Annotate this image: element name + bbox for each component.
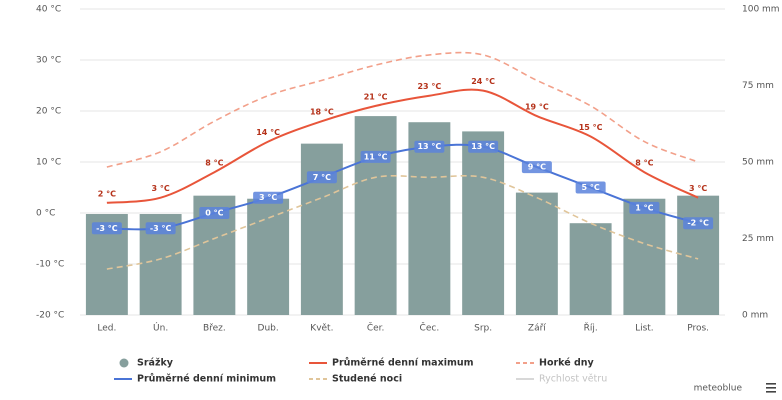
value-label-box	[468, 140, 499, 153]
x-tick-label: Říj.	[584, 323, 598, 334]
value-label: -2 °C	[687, 219, 709, 228]
line	[106, 51, 699, 168]
value-label-box	[145, 222, 176, 235]
value-label: 19 °C	[525, 103, 549, 112]
bar	[408, 122, 451, 315]
x-tick-label: List.	[635, 324, 654, 334]
bar	[462, 131, 505, 315]
value-label-box	[360, 150, 391, 163]
value-label: 13 °C	[417, 142, 441, 151]
legend-label: Studené noci	[332, 374, 402, 385]
y-tick-label: -20 °C	[36, 311, 64, 321]
x-tick-label: Květ.	[310, 324, 333, 334]
menu-bar	[766, 391, 776, 393]
y-tick-label: -10 °C	[36, 260, 64, 270]
bar	[247, 198, 290, 315]
x-tick-label: Čer.	[367, 322, 385, 334]
legend-marker	[119, 358, 129, 368]
value-label: 11 °C	[364, 152, 388, 161]
value-label-box	[629, 201, 660, 214]
value-label: 14 °C	[256, 128, 280, 137]
bar	[515, 192, 558, 315]
value-label: 3 °C	[259, 193, 277, 202]
value-label: 5 °C	[582, 183, 600, 192]
value-label: 13 °C	[471, 142, 495, 151]
y2-tick-label: 75 mm	[742, 81, 774, 91]
line	[106, 88, 699, 204]
menu-bar	[766, 383, 776, 385]
legend-label: Rychlost větru	[539, 374, 607, 385]
x-tick-label: Břez.	[203, 324, 226, 334]
value-label: 3 °C	[689, 184, 707, 193]
value-label: 3 °C	[152, 184, 170, 193]
x-tick-label: Ún.	[153, 322, 168, 334]
value-label: 0 °C	[205, 209, 223, 218]
bar	[569, 223, 612, 315]
legend-label: Srážky	[137, 358, 174, 369]
y2-tick-label: 100 mm	[742, 5, 780, 15]
x-tick-label: Srp.	[474, 324, 492, 334]
value-label-box	[91, 222, 122, 235]
value-label: 24 °C	[471, 77, 495, 86]
value-label-box	[575, 181, 606, 194]
value-label-box	[683, 217, 714, 230]
brand: meteoblue	[694, 384, 743, 394]
value-label: 18 °C	[310, 108, 334, 117]
value-label-box	[199, 207, 230, 219]
y-tick-label: 40 °C	[36, 5, 61, 15]
legend-label: Průměrné denní minimum	[137, 374, 276, 385]
value-label: -3 °C	[96, 224, 118, 233]
value-label: 8 °C	[205, 159, 223, 168]
value-label-box	[414, 140, 445, 153]
value-label: 15 °C	[579, 123, 603, 132]
x-tick-label: Pros.	[687, 324, 709, 334]
menu-icon[interactable]	[766, 383, 776, 393]
value-label: -3 °C	[150, 224, 172, 233]
y-tick-label: 20 °C	[36, 107, 61, 117]
y-tick-label: 30 °C	[36, 56, 61, 66]
x-tick-label: Září	[528, 324, 546, 334]
value-label: 9 °C	[528, 163, 546, 172]
value-label: 21 °C	[364, 92, 388, 101]
value-label-box	[253, 191, 284, 204]
x-tick-label: Led.	[97, 324, 116, 334]
value-label: 8 °C	[635, 159, 653, 168]
bar	[300, 143, 343, 315]
value-label: 23 °C	[417, 82, 441, 91]
y2-tick-label: 0 mm	[742, 311, 768, 321]
y-tick-label: 10 °C	[36, 158, 61, 168]
x-tick-label: Dub.	[258, 324, 279, 334]
value-label: 2 °C	[98, 189, 116, 198]
x-tick-label: Čec.	[420, 322, 440, 334]
legend-label: Horké dny	[539, 358, 595, 369]
bar	[354, 116, 397, 315]
value-label-box	[306, 171, 337, 184]
bar	[677, 195, 720, 315]
y2-tick-label: 50 mm	[742, 158, 774, 168]
y-tick-label: 0 °C	[36, 209, 55, 219]
value-label: 1 °C	[635, 203, 653, 212]
menu-bar	[766, 387, 776, 389]
value-label: 7 °C	[313, 173, 331, 182]
legend-label: Průměrné denní maximum	[332, 358, 474, 369]
bar	[623, 198, 666, 315]
value-label-box	[521, 161, 552, 174]
line	[106, 175, 699, 270]
y2-tick-label: 25 mm	[742, 234, 774, 244]
